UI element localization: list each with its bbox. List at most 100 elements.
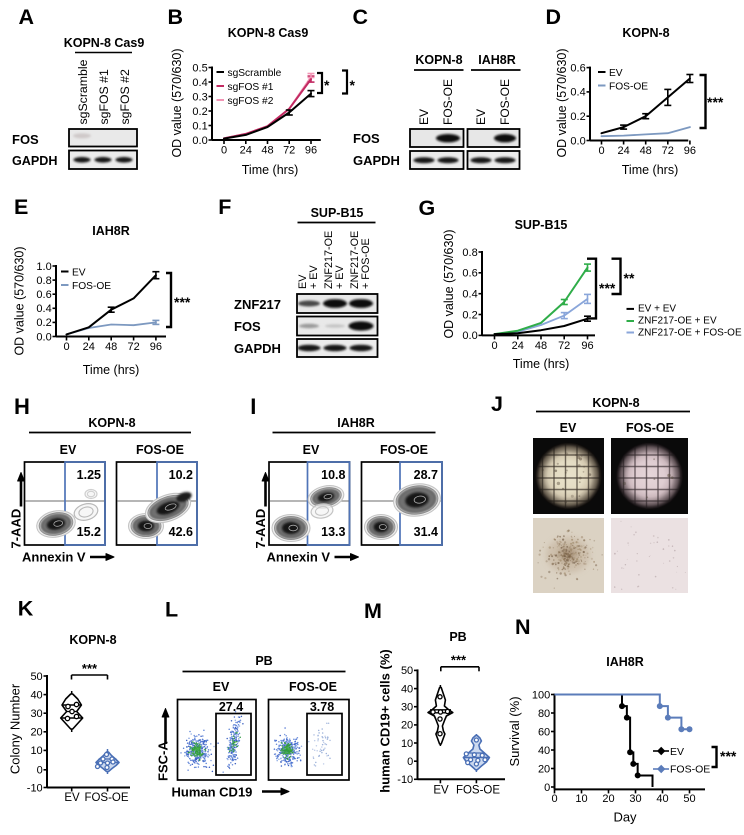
svg-text:EV: EV <box>213 680 230 694</box>
svg-text:0: 0 <box>491 340 497 352</box>
svg-text:0.1: 0.1 <box>192 120 207 132</box>
svg-text:-10: -10 <box>27 782 43 794</box>
svg-text:0: 0 <box>598 145 604 157</box>
svg-text:96: 96 <box>305 145 317 157</box>
svg-text:Time (hrs): Time (hrs) <box>513 357 569 371</box>
svg-text:0.0: 0.0 <box>36 331 51 343</box>
svg-text:FSC-A: FSC-A <box>156 741 171 781</box>
svg-text:30: 30 <box>30 708 42 720</box>
svg-text:**: ** <box>624 270 635 286</box>
svg-text:KOPN-8 Cas9: KOPN-8 Cas9 <box>64 36 145 50</box>
svg-text:FOS-OE: FOS-OE <box>441 79 455 125</box>
svg-text:40: 40 <box>538 745 550 757</box>
svg-text:OD value (570/630): OD value (570/630) <box>442 229 456 338</box>
svg-text:0: 0 <box>551 793 557 805</box>
svg-text:human CD19+ cells (%): human CD19+ cells (%) <box>378 649 393 792</box>
svg-text:0.6: 0.6 <box>36 289 51 301</box>
svg-text:OD value (570/630): OD value (570/630) <box>555 48 569 157</box>
svg-text:EV: EV <box>64 792 80 804</box>
svg-text:EV: EV <box>560 421 577 435</box>
svg-text:96: 96 <box>684 145 696 157</box>
svg-text:28.7: 28.7 <box>414 468 438 482</box>
svg-text:SUP-B15: SUP-B15 <box>515 218 568 232</box>
svg-text:A: A <box>19 5 35 29</box>
svg-text:72: 72 <box>127 341 139 353</box>
svg-text:24: 24 <box>83 341 95 353</box>
svg-text:sgFOS #1: sgFOS #1 <box>228 82 274 93</box>
svg-text:0: 0 <box>407 756 413 768</box>
svg-text:L: L <box>165 598 178 622</box>
svg-text:0: 0 <box>37 765 43 777</box>
svg-text:0.2: 0.2 <box>192 106 207 118</box>
svg-text:20: 20 <box>30 727 42 739</box>
svg-text:IAH8R: IAH8R <box>92 224 130 238</box>
svg-text:0.4: 0.4 <box>570 87 585 99</box>
svg-text:***: *** <box>174 294 191 310</box>
svg-text:100: 100 <box>532 689 550 701</box>
svg-text:D: D <box>546 5 562 29</box>
svg-text:24: 24 <box>512 340 524 352</box>
svg-text:96: 96 <box>150 341 162 353</box>
svg-text:ZNF217: ZNF217 <box>234 297 281 312</box>
svg-text:7-AAD: 7-AAD <box>253 509 268 549</box>
svg-text:KOPN-8 Cas9: KOPN-8 Cas9 <box>228 26 309 40</box>
svg-text:31.4: 31.4 <box>414 525 438 539</box>
svg-text:0: 0 <box>544 782 550 794</box>
svg-text:10: 10 <box>30 745 42 757</box>
svg-text:GAPDH: GAPDH <box>353 153 400 168</box>
svg-text:J: J <box>491 392 503 416</box>
svg-text:EV: EV <box>609 68 623 79</box>
svg-text:0.0: 0.0 <box>570 135 585 147</box>
svg-text:0.2: 0.2 <box>462 309 477 321</box>
svg-text:***: *** <box>599 280 616 296</box>
svg-text:40: 40 <box>30 689 42 701</box>
svg-text:10.2: 10.2 <box>169 468 193 482</box>
svg-text:M: M <box>364 599 382 623</box>
svg-text:FOS-OE: FOS-OE <box>84 792 128 804</box>
svg-text:EV: EV <box>303 443 320 457</box>
svg-text:ZNF217-OE: ZNF217-OE <box>323 231 335 289</box>
svg-text:0.4: 0.4 <box>192 77 207 89</box>
svg-text:EV: EV <box>297 274 309 289</box>
svg-text:0.3: 0.3 <box>192 91 207 103</box>
svg-text:40: 40 <box>401 683 413 695</box>
svg-text:Annexin V: Annexin V <box>22 550 86 565</box>
svg-text:sgFOS #2: sgFOS #2 <box>118 69 132 125</box>
svg-text:30: 30 <box>629 793 641 805</box>
svg-text:30: 30 <box>401 702 413 714</box>
svg-text:0.6: 0.6 <box>570 62 585 74</box>
svg-text:FOS-OE: FOS-OE <box>626 421 674 435</box>
svg-text:0.8: 0.8 <box>462 247 477 259</box>
svg-text:24: 24 <box>617 145 629 157</box>
svg-text:EV: EV <box>72 268 86 279</box>
svg-text:***: *** <box>720 748 737 764</box>
svg-text:KOPN-8: KOPN-8 <box>592 396 639 410</box>
svg-text:72: 72 <box>558 340 570 352</box>
svg-text:Time (hrs): Time (hrs) <box>622 163 678 177</box>
svg-text:+ FOS-OE: + FOS-OE <box>360 238 372 289</box>
svg-text:FOS-OE: FOS-OE <box>456 785 500 797</box>
svg-text:KOPN-8: KOPN-8 <box>622 26 669 40</box>
svg-text:48: 48 <box>105 341 117 353</box>
svg-text:EV: EV <box>60 443 77 457</box>
svg-text:*: * <box>350 77 356 93</box>
svg-text:3.78: 3.78 <box>310 700 334 714</box>
svg-text:50: 50 <box>683 793 695 805</box>
svg-text:KOPN-8: KOPN-8 <box>88 416 135 430</box>
svg-text:0.4: 0.4 <box>36 303 51 315</box>
svg-text:0: 0 <box>221 145 227 157</box>
svg-text:SUP-B15: SUP-B15 <box>311 206 364 220</box>
svg-text:PB: PB <box>449 630 466 644</box>
svg-text:KOPN-8: KOPN-8 <box>69 633 116 647</box>
svg-text:***: *** <box>82 661 98 676</box>
svg-text:20: 20 <box>602 793 614 805</box>
svg-text:42.6: 42.6 <box>169 525 193 539</box>
svg-text:B: B <box>168 5 184 29</box>
svg-text:ZNF217-OE: ZNF217-OE <box>349 231 361 289</box>
svg-text:FOS-OE: FOS-OE <box>72 281 111 292</box>
svg-text:-10: -10 <box>397 774 413 786</box>
svg-text:OD value (570/630): OD value (570/630) <box>13 246 27 355</box>
svg-text:FOS-OE: FOS-OE <box>136 443 184 457</box>
svg-text:ZNF217-OE + EV: ZNF217-OE + EV <box>638 316 717 327</box>
svg-text:0.2: 0.2 <box>36 317 51 329</box>
